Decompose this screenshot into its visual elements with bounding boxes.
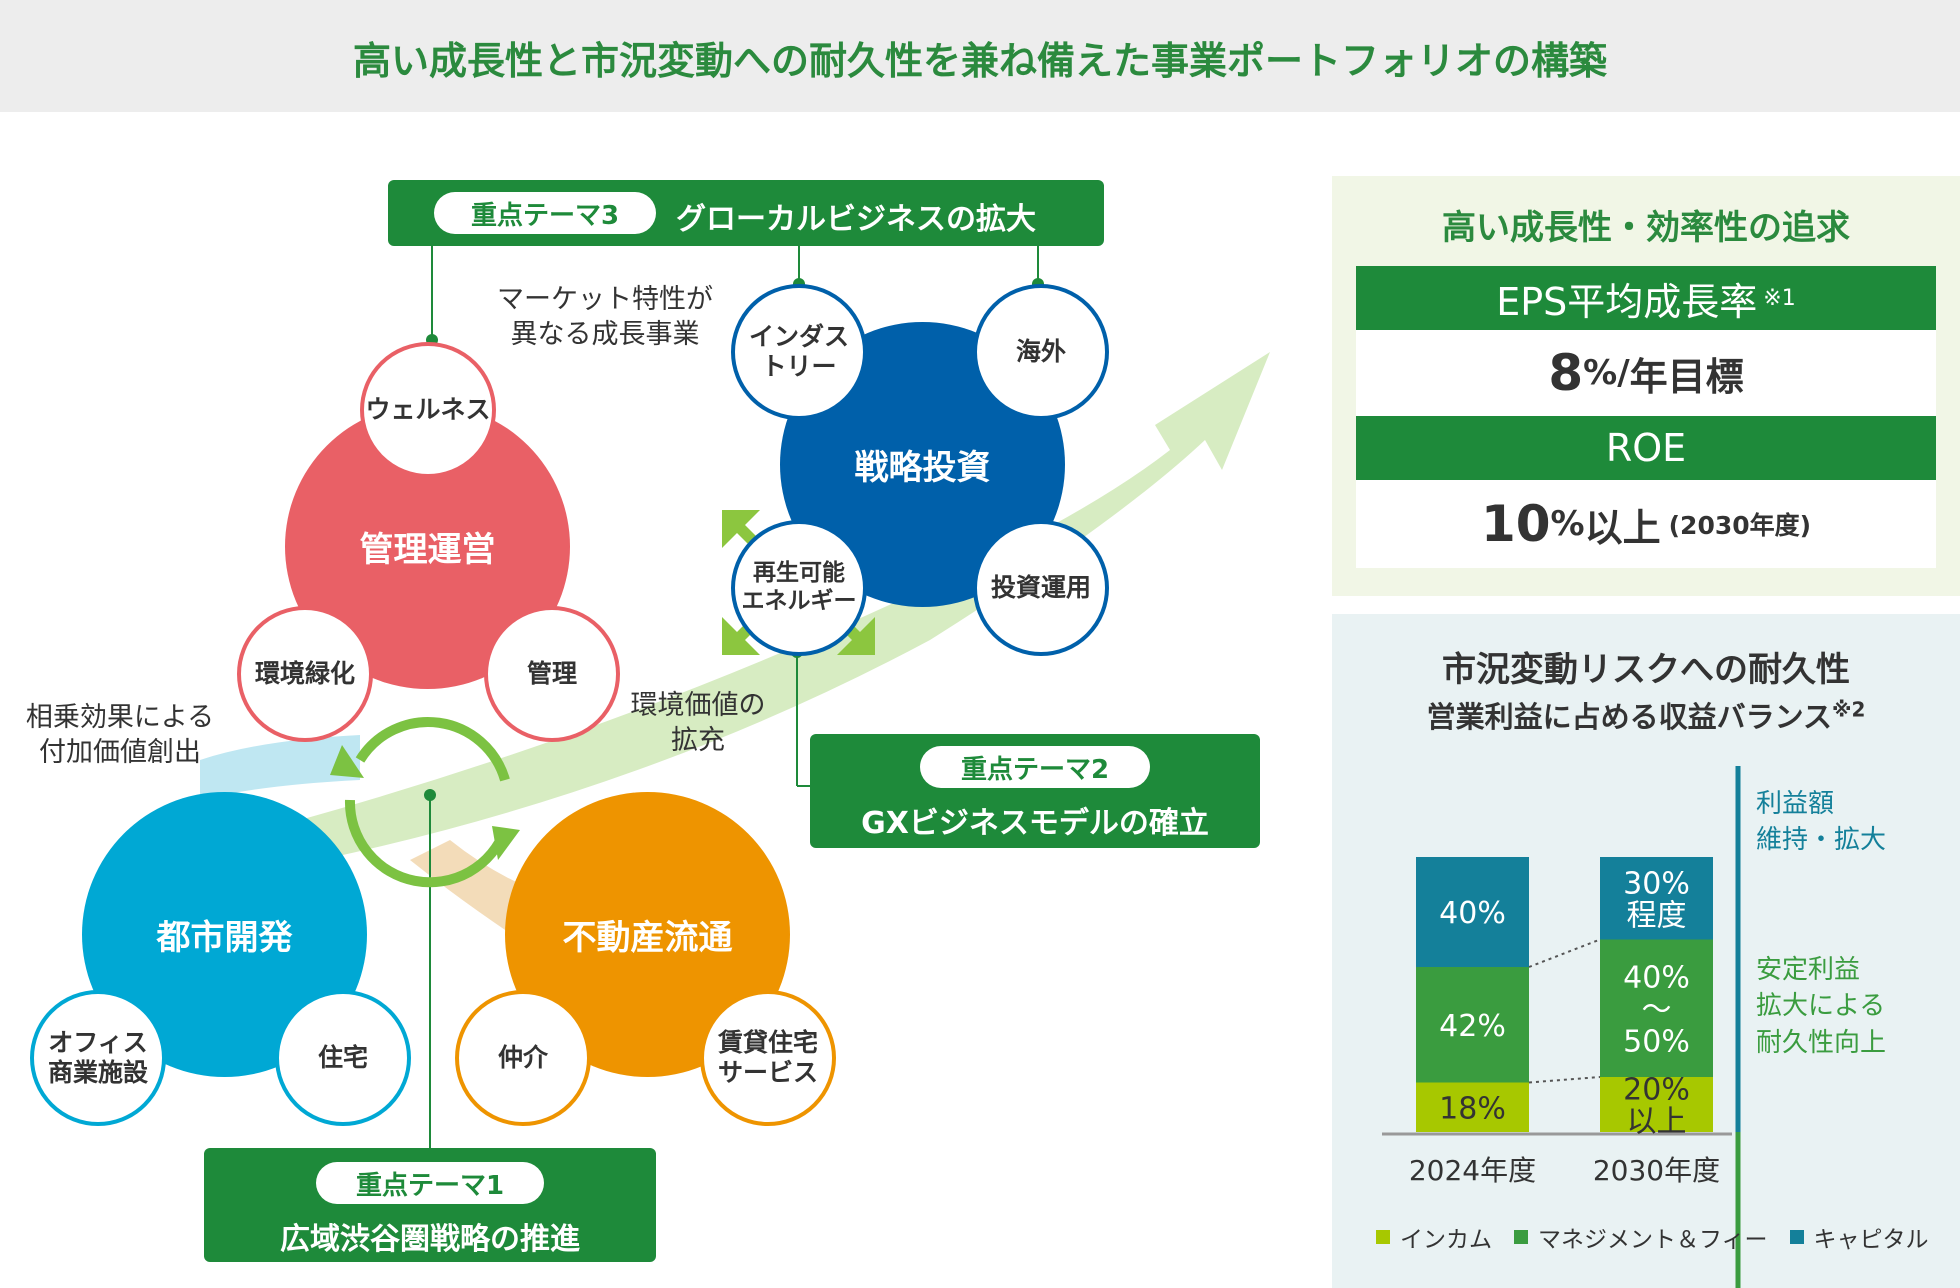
theme3-box: 重点テーマ3 グローカルビジネスの拡大 bbox=[388, 180, 1104, 246]
roe-suffix: 以上 bbox=[1584, 505, 1661, 550]
circle-chukai: 仲介 bbox=[455, 990, 591, 1126]
theme2-box: 重点テーマ2 GXビジネスモデルの確立 bbox=[810, 734, 1260, 848]
bar-segment bbox=[1600, 939, 1713, 1077]
circle-kaigai: 海外 bbox=[973, 284, 1109, 420]
x-tick-label: 2030年度 bbox=[1593, 1154, 1720, 1187]
circle-saisei-energy: 再生可能 エネルギー bbox=[731, 520, 867, 656]
data-label: 〜 bbox=[1642, 992, 1672, 1027]
resilience-subtitle-text: 営業利益に占める収益バランス bbox=[1426, 700, 1833, 734]
bar-segment bbox=[1416, 967, 1529, 1083]
bracket-bottom-text: 安定利益 拡大による 耐久性向上 bbox=[1756, 955, 1887, 1058]
eps-header: EPS平均成長率 ※1 bbox=[1356, 266, 1936, 330]
eps-number: 8 bbox=[1548, 344, 1584, 402]
header-band bbox=[0, 0, 1960, 112]
circle-office: オフィス 商業施設 bbox=[30, 990, 166, 1126]
theme1-box: 重点テーマ1 広域渋谷圏戦略の推進 bbox=[204, 1148, 656, 1262]
growth-arrow bbox=[300, 352, 1270, 860]
bar-segment bbox=[1600, 857, 1713, 940]
data-label: 50% bbox=[1623, 1024, 1690, 1059]
theme1-title: 広域渋谷圏戦略の推進 bbox=[280, 1222, 580, 1257]
data-label: 程度 bbox=[1627, 898, 1687, 933]
legend-management: マネジメント＆フィー bbox=[1514, 1220, 1768, 1254]
synergy-glow-cyan bbox=[200, 735, 360, 800]
legend-label-capital: キャピタル bbox=[1813, 1227, 1929, 1253]
bar-connector-line bbox=[1528, 938, 1601, 968]
bracket-top-text: 利益額 維持・拡大 bbox=[1756, 789, 1887, 856]
data-label: 20% bbox=[1623, 1073, 1690, 1108]
data-label: 40% bbox=[1623, 960, 1690, 995]
cycle-arrows-icon bbox=[330, 717, 520, 888]
roe-label: ROE bbox=[1605, 426, 1687, 470]
label-synergy: 相乗効果による 付加価値創出 bbox=[25, 702, 215, 769]
theme3-title: グローカルビジネスの拡大 bbox=[676, 202, 1036, 237]
circle-jutaku: 住宅 bbox=[275, 990, 411, 1126]
theme1-pill: 重点テーマ1 bbox=[316, 1162, 544, 1204]
roe-number: 10 bbox=[1480, 495, 1551, 553]
legend-swatch-management bbox=[1514, 1230, 1528, 1244]
eps-unit: %/ bbox=[1583, 353, 1630, 393]
x-tick-label: 2024年度 bbox=[1409, 1154, 1536, 1187]
legend-label-income: インカム bbox=[1400, 1227, 1492, 1253]
resilience-title: 市況変動リスクへの耐久性 bbox=[1442, 650, 1850, 690]
resilience-panel: 市況変動リスクへの耐久性 営業利益に占める収益バランス※2 18% 42% 40% 2… bbox=[1332, 614, 1960, 1288]
label-market: マーケット特性が 異なる成長事業 bbox=[497, 284, 713, 351]
bar-connector-line bbox=[1528, 1076, 1601, 1084]
legend-swatch-income bbox=[1376, 1230, 1390, 1244]
eps-suffix: 年目標 bbox=[1629, 354, 1744, 399]
data-label: 42% bbox=[1439, 1009, 1506, 1044]
legend-swatch-capital bbox=[1789, 1230, 1804, 1244]
circle-wellness: ウェルネス bbox=[360, 342, 496, 478]
label-env: 環境価値の 拡充 bbox=[630, 690, 766, 757]
theme2-title: GXビジネスモデルの確立 bbox=[861, 806, 1209, 841]
eps-note: ※1 bbox=[1763, 285, 1796, 311]
circle-chintai: 賃貸住宅 サービス bbox=[700, 990, 836, 1126]
resilience-subtitle: 営業利益に占める収益バランス※2 bbox=[1332, 694, 1960, 736]
circle-kanri: 管理 bbox=[484, 606, 620, 742]
growth-title: 高い成長性・効率性の追求 bbox=[1442, 208, 1850, 248]
eps-value: 8 %/ 年目標 bbox=[1356, 330, 1936, 416]
bar-segment bbox=[1600, 1077, 1713, 1132]
chart-legend: インカム マネジメント＆フィー キャピタル bbox=[1376, 1220, 1929, 1254]
circle-industry: インダス トリー bbox=[731, 284, 867, 420]
data-label: 以上 bbox=[1627, 1105, 1687, 1140]
roe-unit: % bbox=[1550, 504, 1585, 544]
roe-note: (2030年度) bbox=[1668, 511, 1812, 540]
data-label: 30% bbox=[1623, 866, 1690, 901]
data-label: 18% bbox=[1439, 1091, 1506, 1126]
legend-capital: キャピタル bbox=[1789, 1220, 1929, 1254]
theme3-pill: 重点テーマ3 bbox=[434, 192, 656, 234]
circle-kankyo-ryokka: 環境緑化 bbox=[237, 606, 373, 742]
eps-label: EPS平均成長率 bbox=[1496, 279, 1758, 324]
roe-value: 10 % 以上 (2030年度) bbox=[1356, 480, 1936, 568]
roe-header: ROE bbox=[1356, 416, 1936, 480]
page-title: 高い成長性と市況変動への耐久性を兼ね備えた事業ポートフォリオの構築 bbox=[352, 39, 1607, 83]
circle-toushi-unyou: 投資運用 bbox=[973, 520, 1109, 656]
legend-label-management: マネジメント＆フィー bbox=[1538, 1227, 1768, 1253]
bar-segment bbox=[1416, 857, 1529, 967]
legend-income: インカム bbox=[1376, 1220, 1492, 1254]
theme2-pill: 重点テーマ2 bbox=[920, 746, 1150, 788]
data-label: 40% bbox=[1439, 896, 1506, 931]
growth-panel: 高い成長性・効率性の追求 EPS平均成長率 ※1 8 %/ 年目標 ROE 10… bbox=[1332, 176, 1960, 596]
bar-segment bbox=[1416, 1082, 1529, 1132]
resilience-subtitle-note: ※2 bbox=[1832, 697, 1866, 722]
